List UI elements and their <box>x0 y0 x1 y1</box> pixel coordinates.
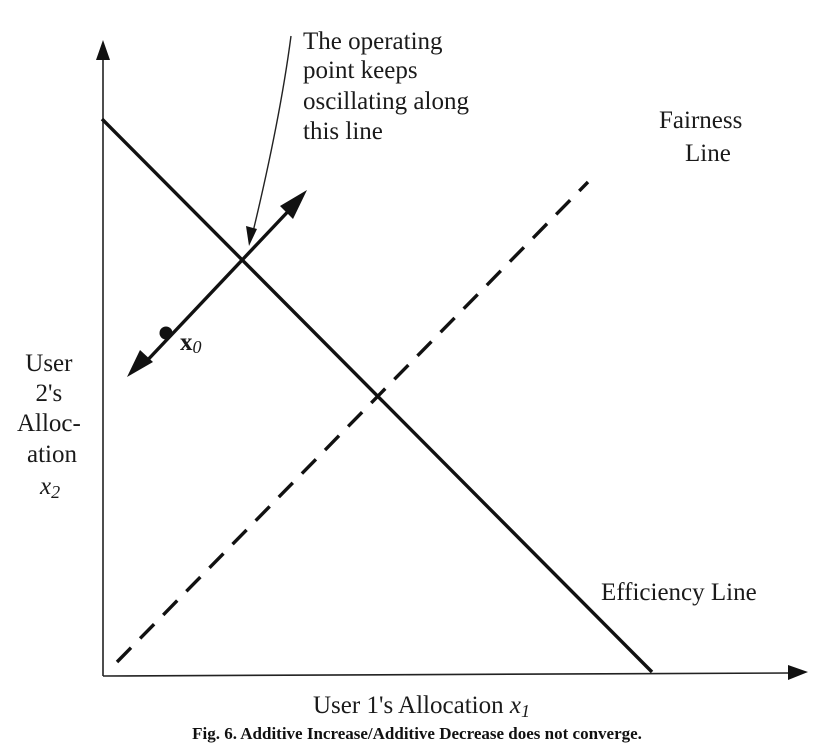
annotation-line-3: oscillating along <box>303 88 469 115</box>
y-axis-variable: x2 <box>39 473 60 502</box>
y-axis-arrow <box>96 40 110 60</box>
x-axis-arrow <box>788 665 808 680</box>
x-axis-label: User 1's Allocation x1 <box>313 692 530 721</box>
oscillation-arrow-down <box>127 350 153 377</box>
x-axis <box>102 672 791 677</box>
annotation-text: The operating point keeps oscillating al… <box>303 28 475 145</box>
annotation-pointer <box>251 35 292 237</box>
annotation-pointer-head <box>246 226 257 246</box>
oscillation-line <box>127 190 307 377</box>
oscillation-arrow-up <box>280 190 307 219</box>
efficiency-label: Efficiency Line <box>601 579 757 606</box>
axes <box>96 40 808 680</box>
operating-point-x0 <box>159 326 173 340</box>
fairness-label: Fairness Line <box>659 107 749 167</box>
y-axis-label: User 2's Alloc- ation <box>17 350 87 468</box>
fairness-line <box>115 180 590 664</box>
operating-point-label: x0 <box>180 329 202 357</box>
annotation-line-1: The operating <box>303 28 443 55</box>
annotation-line-2: point keeps <box>303 57 418 84</box>
figure-caption: Fig. 6. Additive Increase/Additive Decre… <box>192 724 642 743</box>
annotation-line-4: this line <box>303 118 383 145</box>
